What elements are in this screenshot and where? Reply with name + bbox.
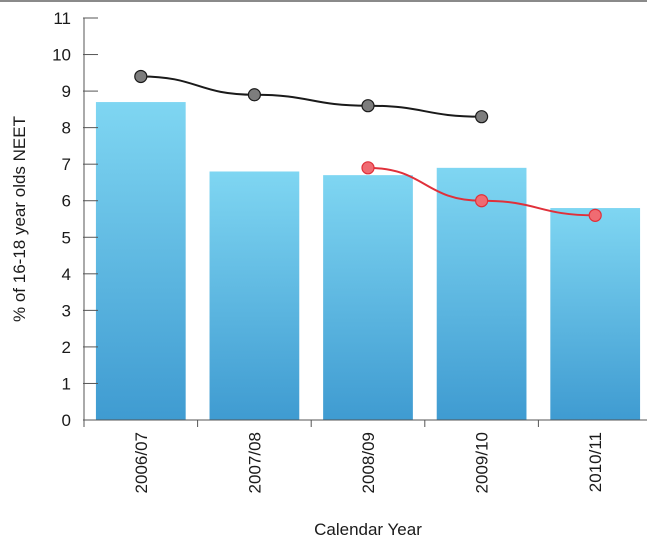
line-1-point xyxy=(361,99,375,113)
y-tick-label: 5 xyxy=(62,228,71,247)
line-1-point xyxy=(247,88,261,102)
y-tick-label: 1 xyxy=(62,374,71,393)
x-tick-label: 2007/08 xyxy=(245,432,264,493)
lines-layer xyxy=(134,69,602,222)
line-1-point xyxy=(475,110,489,124)
bar-2009/10 xyxy=(436,167,527,420)
y-tick-label: 2 xyxy=(62,338,71,357)
x-axis-title: Calendar Year xyxy=(314,520,422,539)
bar-2007/08 xyxy=(209,171,300,420)
y-tick-label: 6 xyxy=(62,192,71,211)
x-tick-label: 2006/07 xyxy=(132,432,151,493)
y-tick-label: 11 xyxy=(53,9,71,28)
y-tick-label: 0 xyxy=(62,411,71,430)
bar-2006/07 xyxy=(95,102,186,421)
chart-frame-border xyxy=(0,0,647,2)
y-tick-label: 3 xyxy=(62,301,71,320)
bars-layer xyxy=(95,102,641,421)
x-tick-label: 2008/09 xyxy=(359,432,378,493)
line-2-point xyxy=(475,194,489,208)
x-tick-label: 2010/11 xyxy=(586,432,605,492)
x-tick-label: 2009/10 xyxy=(473,432,492,493)
y-tick-label: 9 xyxy=(62,82,71,101)
y-tick-label: 10 xyxy=(52,46,71,65)
bar-2010/11 xyxy=(550,208,641,420)
line-2-point xyxy=(588,208,602,222)
y-tick-label: 7 xyxy=(62,155,71,174)
line-2-point xyxy=(361,161,375,175)
y-axis-title: % of 16-18 year olds NEET xyxy=(10,116,29,322)
axes-layer xyxy=(83,17,647,427)
labels-layer: 0 1 2 3 4 5 6 7 8 9 10 11 2006/07 2007/08 2008/09 2009/… xyxy=(52,9,605,493)
y-tick-label: 8 xyxy=(62,119,71,138)
line-1-point xyxy=(134,69,148,84)
trend-line-1 xyxy=(140,75,482,118)
bar-2008/09 xyxy=(323,175,413,420)
y-tick-label: 4 xyxy=(62,265,71,284)
